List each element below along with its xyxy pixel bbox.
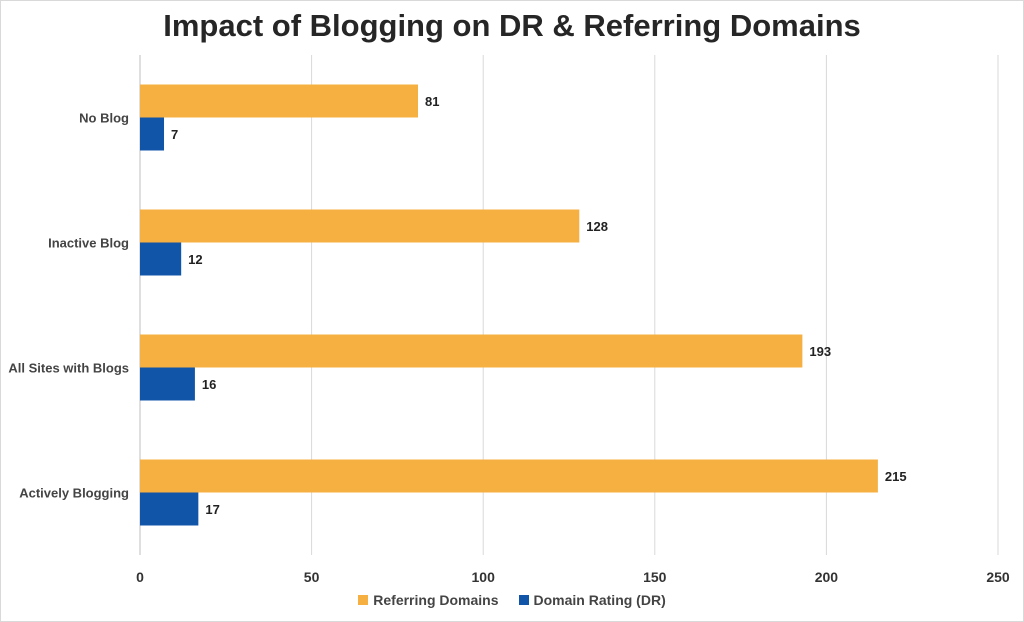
x-tick-label: 150 (643, 569, 667, 585)
x-tick-label: 250 (986, 569, 1010, 585)
bar-referring-domains (140, 209, 580, 243)
category-label: No Blog (79, 111, 129, 126)
bar-domain-rating (140, 367, 195, 401)
data-label: 17 (205, 502, 219, 517)
x-tick-label: 200 (815, 569, 839, 585)
chart-title: Impact of Blogging on DR & Referring Dom… (163, 8, 861, 43)
bar-domain-rating (140, 492, 199, 526)
category-label: All Sites with Blogs (8, 361, 129, 376)
data-label: 128 (586, 219, 608, 234)
legend-swatch-referring-domains (358, 595, 369, 605)
labels: 0 50 100 150 200 250 No Blog 81 7 Inactive Blog 12… (8, 94, 1010, 585)
bar-domain-rating (140, 242, 182, 276)
data-label: 215 (885, 469, 907, 484)
x-tick-label: 0 (136, 569, 144, 585)
legend-label-referring-domains: Referring Domains (373, 592, 499, 608)
legend-item-referring-domains: Referring Domains (358, 592, 499, 608)
legend-swatch-domain-rating (518, 595, 529, 605)
data-label: 12 (188, 252, 202, 267)
data-label: 81 (425, 94, 439, 109)
legend-item-domain-rating: Domain Rating (DR) (518, 592, 666, 608)
bars (140, 84, 878, 526)
data-label: 7 (171, 127, 178, 142)
bar-domain-rating (140, 117, 165, 151)
x-tick-label: 50 (304, 569, 320, 585)
data-label: 193 (809, 344, 831, 359)
legend: Referring Domains Domain Rating (DR) (0, 592, 1024, 608)
x-tick-label: 100 (472, 569, 496, 585)
category-label: Inactive Blog (48, 236, 129, 251)
bar-referring-domains (140, 84, 418, 118)
bar-referring-domains (140, 459, 878, 493)
data-label: 16 (202, 377, 216, 392)
bar-referring-domains (140, 334, 803, 368)
category-label: Actively Blogging (19, 486, 129, 501)
legend-label-domain-rating: Domain Rating (DR) (533, 592, 666, 608)
